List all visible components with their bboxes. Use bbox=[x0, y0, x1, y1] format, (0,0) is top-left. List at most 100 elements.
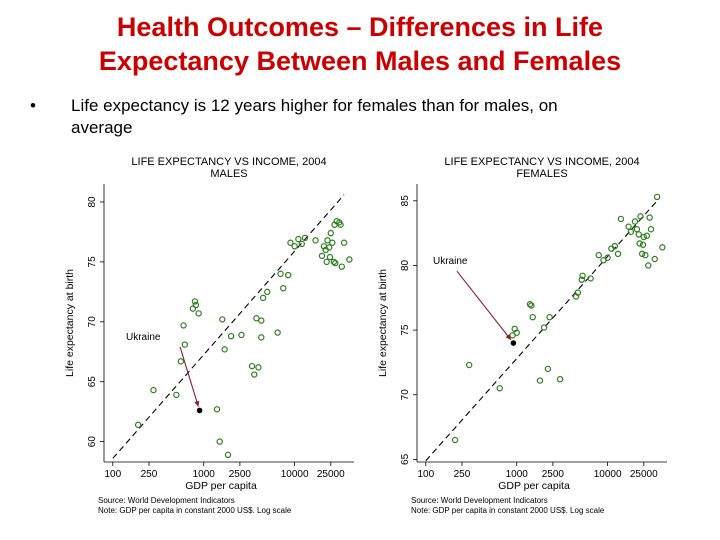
chart-title-line-1: LIFE EXPECTANCY VS INCOME, 2004 bbox=[131, 156, 326, 168]
data-point bbox=[647, 226, 655, 233]
data-point bbox=[635, 231, 642, 238]
data-point bbox=[134, 421, 142, 429]
data-point bbox=[150, 386, 157, 394]
data-point bbox=[627, 228, 635, 236]
bullet-text-line-2: average bbox=[71, 118, 133, 137]
chart-title-line-2: FEMALES bbox=[516, 168, 567, 180]
gdp-note: Note: GDP per capita in constant 2000 US… bbox=[98, 506, 292, 515]
data-point bbox=[253, 315, 260, 322]
data-point bbox=[639, 241, 647, 248]
data-point bbox=[346, 256, 353, 263]
data-point bbox=[646, 214, 653, 221]
data-point bbox=[255, 364, 262, 371]
data-point bbox=[574, 289, 582, 296]
data-point bbox=[251, 371, 258, 378]
data-point bbox=[338, 263, 345, 270]
data-point bbox=[332, 259, 339, 267]
data-point bbox=[280, 285, 287, 292]
data-point bbox=[546, 313, 553, 321]
slide-title: Health Outcomes – Differences in Life Ex… bbox=[0, 10, 720, 78]
ukraine-arrowhead bbox=[505, 334, 511, 340]
y-tick-label: 65 bbox=[87, 376, 98, 388]
y-axis-label: Life expectancy at birth bbox=[377, 269, 389, 377]
x-tick-label: 10000 bbox=[281, 469, 309, 480]
data-point bbox=[312, 237, 319, 244]
gdp-note: Note: GDP per capita in constant 2000 US… bbox=[411, 506, 605, 515]
data-point bbox=[526, 301, 534, 308]
data-point bbox=[611, 242, 619, 250]
data-point bbox=[258, 317, 265, 324]
data-point bbox=[631, 218, 639, 225]
x-tick-label: 2500 bbox=[542, 469, 565, 480]
data-point bbox=[326, 253, 334, 261]
data-point bbox=[604, 254, 611, 261]
data-point bbox=[287, 239, 294, 246]
data-point bbox=[224, 451, 232, 459]
slide-title-line-2: Expectancy Between Males and Females bbox=[98, 46, 622, 76]
data-point bbox=[529, 313, 536, 321]
data-point bbox=[274, 329, 281, 336]
data-point bbox=[195, 310, 202, 317]
data-point bbox=[219, 316, 226, 323]
data-point bbox=[221, 346, 228, 353]
chart-title-line-1: LIFE EXPECTANCY VS INCOME, 2004 bbox=[444, 156, 639, 168]
data-point bbox=[258, 334, 265, 341]
source-note: Source: World Development Indicators bbox=[98, 496, 235, 505]
data-point bbox=[285, 271, 292, 279]
females-chart: LIFE EXPECTANCY VS INCOME, 2004 FEMALES 65… bbox=[375, 150, 675, 530]
x-tick-label: 2500 bbox=[229, 469, 252, 480]
data-point bbox=[213, 406, 221, 413]
data-point bbox=[645, 262, 652, 269]
data-point bbox=[451, 436, 459, 444]
ukraine-point bbox=[510, 340, 517, 346]
data-point bbox=[540, 324, 548, 331]
data-point bbox=[177, 358, 185, 365]
y-tick-label: 70 bbox=[87, 316, 98, 328]
x-tick-label: 10000 bbox=[594, 469, 622, 480]
data-point bbox=[301, 234, 309, 242]
ukraine-arrowhead bbox=[194, 400, 200, 407]
data-point bbox=[544, 365, 552, 373]
y-tick-label: 80 bbox=[87, 196, 98, 208]
data-point bbox=[227, 332, 235, 340]
bullet-marker: • bbox=[30, 96, 36, 115]
y-tick-label: 75 bbox=[400, 324, 411, 336]
data-point bbox=[318, 252, 326, 260]
data-point bbox=[579, 272, 586, 280]
x-tick-label: 1000 bbox=[193, 469, 216, 480]
data-point bbox=[298, 240, 306, 248]
chart-title-line-2: MALES bbox=[210, 168, 247, 180]
data-point bbox=[496, 385, 503, 392]
data-point bbox=[633, 226, 641, 233]
data-point bbox=[528, 302, 535, 309]
y-tick-label: 65 bbox=[400, 453, 411, 465]
data-point bbox=[595, 251, 603, 259]
data-point bbox=[323, 258, 330, 266]
slide-title-line-1: Health Outcomes – Differences in Life bbox=[116, 12, 604, 42]
data-point bbox=[248, 362, 256, 370]
ukraine-arrow bbox=[179, 346, 199, 407]
data-point bbox=[329, 239, 336, 246]
data-point bbox=[191, 298, 199, 305]
data-point bbox=[617, 215, 625, 223]
data-point bbox=[578, 276, 586, 283]
y-tick-label: 85 bbox=[400, 195, 411, 207]
y-tick-label: 75 bbox=[87, 256, 98, 268]
data-point bbox=[295, 235, 302, 243]
data-point bbox=[653, 193, 661, 201]
data-point bbox=[173, 391, 180, 399]
data-point bbox=[587, 275, 594, 282]
data-point bbox=[638, 250, 646, 258]
ukraine-label: Ukraine bbox=[126, 332, 161, 343]
data-point bbox=[637, 213, 644, 220]
source-note: Source: World Development Indicators bbox=[411, 496, 548, 505]
data-point bbox=[642, 251, 649, 259]
data-point bbox=[659, 244, 666, 251]
data-point bbox=[291, 243, 298, 250]
x-tick-label: 25000 bbox=[317, 469, 345, 480]
y-tick-label: 70 bbox=[400, 389, 411, 401]
trend-line bbox=[425, 200, 658, 462]
data-point bbox=[259, 294, 267, 302]
males-chart: LIFE EXPECTANCY VS INCOME, 2004 MALES 60 65… bbox=[62, 150, 362, 530]
